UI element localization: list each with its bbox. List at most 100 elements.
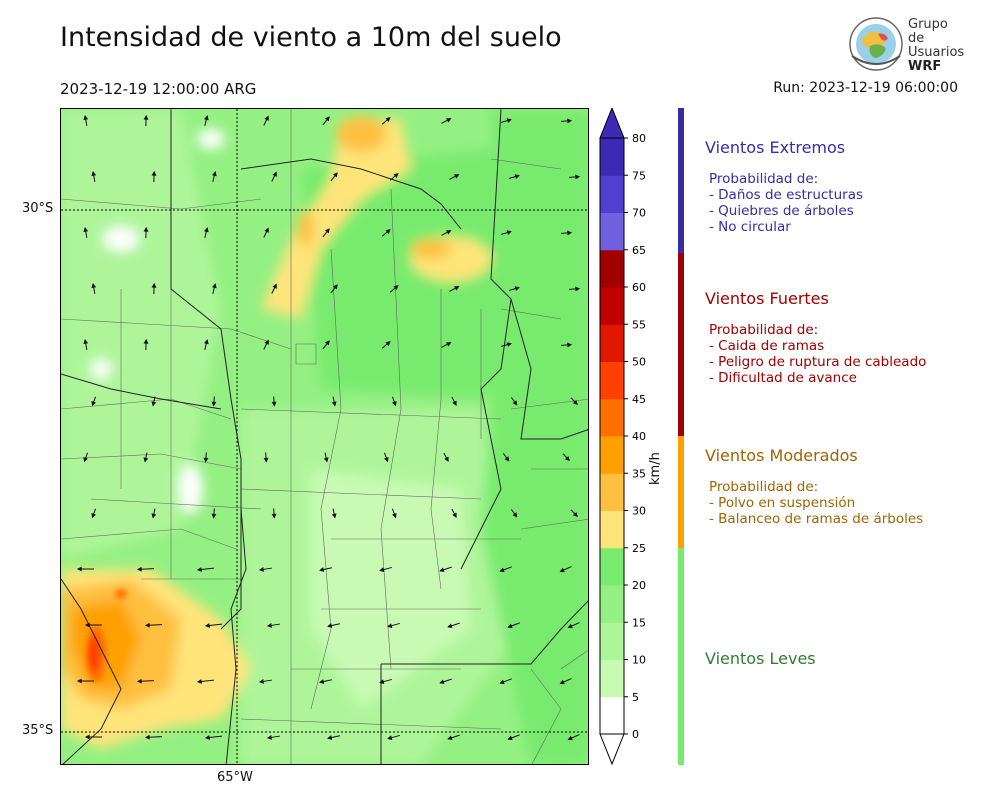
category-line: - Polvo en suspensión xyxy=(709,495,856,511)
category-bar-extremos xyxy=(678,108,684,253)
wind-arrow-head xyxy=(143,338,149,344)
wind-arrow-head xyxy=(385,117,391,122)
colorbar-tick-label: 40 xyxy=(632,430,646,443)
wind-arrow-head xyxy=(264,227,269,233)
category-bar-fuertes xyxy=(678,253,684,436)
wind-arrow-head xyxy=(567,118,573,124)
colorbar-segment xyxy=(600,324,624,362)
run-time: Run: 2023-12-19 06:00:00 xyxy=(773,80,958,96)
wind-arrow-head xyxy=(84,734,90,740)
wind-arrow-head xyxy=(575,286,581,292)
wind-arrow-head xyxy=(384,457,389,463)
globe-icon xyxy=(849,17,903,71)
wind-arrow-head xyxy=(507,623,513,629)
wind-arrow-head xyxy=(324,116,330,122)
wind-arrow-head xyxy=(151,282,157,288)
colorbar-tick-label: 70 xyxy=(632,207,646,220)
category-title: Vientos Leves xyxy=(705,649,816,668)
category-line: - Peligro de ruptura de cableado xyxy=(709,354,927,370)
wind-arrow-head xyxy=(211,513,217,519)
wind-arrow-head xyxy=(393,285,399,290)
wind-arrow-head xyxy=(264,115,269,121)
category-title: Vientos Extremos xyxy=(705,138,846,157)
wind-arrow-head xyxy=(327,735,333,740)
colorbar-segment xyxy=(600,585,624,623)
wind-arrow-head xyxy=(514,286,520,291)
wind-arrow-head xyxy=(506,342,512,347)
wind-arrow-head xyxy=(439,567,445,573)
wind-arrow-head xyxy=(446,230,452,235)
category-line: Probabilidad de: xyxy=(709,322,819,338)
wind-arrow-head xyxy=(506,230,512,235)
wind-arrow-head xyxy=(91,170,97,177)
wind-arrow-head xyxy=(143,226,149,232)
wind-arrow-head xyxy=(271,401,277,407)
wind-max xyxy=(86,589,127,682)
wind-arrow-head xyxy=(572,511,578,518)
wind-arrow-head xyxy=(144,734,150,740)
wind-arrow-head xyxy=(379,679,385,684)
wind-arrow-head xyxy=(266,734,273,740)
logo-line3: WRF xyxy=(908,59,942,74)
colorbar-tick-label: 60 xyxy=(632,281,646,294)
wind-arrow-head xyxy=(564,455,570,462)
wind-arrow-head xyxy=(512,512,518,518)
wind-arrow-head xyxy=(559,567,565,573)
colorbar-segments xyxy=(599,108,625,766)
wind-arrow-head xyxy=(323,457,329,463)
category-line: - Balanceo de ramas de árboles xyxy=(709,511,924,527)
wind-arrow-head xyxy=(144,622,150,628)
wind-arrow-head xyxy=(264,339,269,345)
category-title: Vientos Fuertes xyxy=(705,289,829,308)
map-canvas xyxy=(61,109,588,764)
category-bar-leves xyxy=(678,548,684,765)
colorbar-ticks: 0 5 10 15 20 25 30 35 40 45 50 55 60 65 70 75 80 xyxy=(624,132,646,741)
colorbar-segment xyxy=(600,212,624,251)
wind-arrow-head xyxy=(393,173,399,178)
wind-arrows xyxy=(76,114,581,741)
colorbar-tick-label: 30 xyxy=(632,505,646,518)
wind-arrow-head xyxy=(504,456,510,462)
wind-arrow-head xyxy=(507,735,513,741)
wrf-logo: Grupo de Usuarios WRF xyxy=(848,16,968,74)
wind-arrow-head xyxy=(575,174,581,180)
wind-arrow-head xyxy=(454,174,460,179)
graticule xyxy=(61,109,588,764)
colorbar-tick-label: 10 xyxy=(632,654,646,667)
wind-arrow-head xyxy=(84,622,90,628)
category-line: - Caida de ramas xyxy=(709,338,825,354)
wind-arrow-head xyxy=(452,400,457,406)
wind-arrow-head xyxy=(203,457,209,463)
wind-arrow-head xyxy=(447,735,453,741)
colorbar-segment xyxy=(600,138,624,176)
logo-line1: Grupo de xyxy=(908,17,948,46)
wind-arrow-head xyxy=(446,118,452,123)
wind-arrow-head xyxy=(83,338,89,345)
lat-label-30s: 30°S xyxy=(22,201,54,216)
colorbar-segment xyxy=(600,510,624,549)
wind-arrow-head xyxy=(567,623,573,629)
colorbar-tick-label: 20 xyxy=(632,579,646,592)
colorbar-segment xyxy=(600,473,624,511)
wind-arrow-head xyxy=(143,457,149,463)
wind-arrow-head xyxy=(331,513,337,519)
logo-line2: Usuarios xyxy=(908,45,965,60)
wind-arrow-head xyxy=(512,400,518,406)
wind-field xyxy=(61,109,588,764)
wind-arrow-head xyxy=(272,171,277,177)
wind-arrow-head xyxy=(332,172,338,178)
wind-arrow-head xyxy=(439,679,445,685)
wind-arrow-head xyxy=(392,513,397,519)
wind-arrow-head xyxy=(331,401,337,407)
colorbar-segment xyxy=(600,622,624,660)
wind-arrow-head xyxy=(392,401,397,407)
wind-arrow-head xyxy=(319,679,325,684)
wind-arrow-head xyxy=(204,735,210,740)
wind-arrow-head xyxy=(567,735,573,741)
wind-arrow-head xyxy=(258,678,265,684)
wind-arrow-head xyxy=(379,567,385,572)
wind-arrow-head xyxy=(91,401,96,407)
wind-arrow-head xyxy=(385,341,391,346)
wind-arrow-head xyxy=(76,566,82,572)
wind-arrow-head xyxy=(385,229,391,234)
